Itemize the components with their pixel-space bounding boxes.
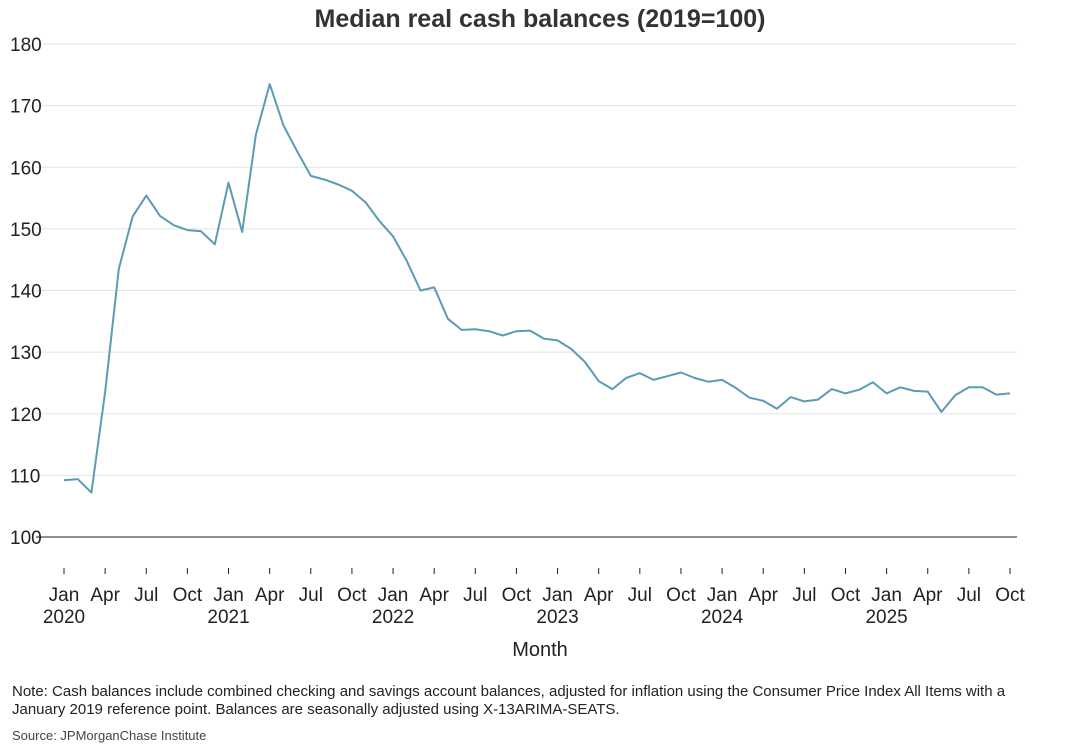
chart-title: Median real cash balances (2019=100) xyxy=(315,5,766,33)
y-tick-label: 100 xyxy=(10,528,42,549)
x-tick-label: Jul xyxy=(628,585,652,606)
x-tick-year: 2024 xyxy=(701,607,744,628)
x-tick-label: Jan xyxy=(871,585,902,606)
x-tick-label: Oct xyxy=(666,585,696,606)
x-axis-label: Month xyxy=(512,639,568,661)
y-tick-label: 130 xyxy=(10,343,42,364)
x-tick-label: Apr xyxy=(748,585,778,606)
y-tick-label: 160 xyxy=(10,158,42,179)
y-tick-label: 150 xyxy=(10,220,42,241)
y-tick-label: 140 xyxy=(10,282,42,303)
line-chart: Median real cash balances (2019=100) 100… xyxy=(10,5,1025,661)
x-tick-label: Oct xyxy=(502,585,532,606)
y-tick-label: 110 xyxy=(10,466,40,487)
x-tick-label: Apr xyxy=(255,585,285,606)
x-tick-label: Jul xyxy=(299,585,323,606)
x-tick-year: 2023 xyxy=(536,607,578,628)
x-tick-label: Apr xyxy=(584,585,614,606)
x-tick-label: Oct xyxy=(337,585,367,606)
x-tick-label: Jul xyxy=(134,585,158,606)
x-tick-label: Jan xyxy=(542,585,573,606)
x-tick-year: 2025 xyxy=(865,607,907,628)
x-tick-label: Apr xyxy=(419,585,449,606)
x-tick-label: Oct xyxy=(831,585,861,606)
x-tick-label: Jul xyxy=(792,585,816,606)
y-tick-label: 170 xyxy=(10,97,42,118)
x-tick-label: Jan xyxy=(49,585,80,606)
x-tick-year: 2021 xyxy=(207,607,249,628)
x-tick-label: Oct xyxy=(995,585,1025,606)
x-tick-label: Oct xyxy=(173,585,203,606)
series-line xyxy=(63,83,1011,494)
x-tick-label: Jul xyxy=(463,585,487,606)
chart-note: Note: Cash balances include combined che… xyxy=(12,683,1006,718)
x-tick-label: Jan xyxy=(378,585,409,606)
y-tick-label: 180 xyxy=(10,35,42,56)
x-tick-label: Apr xyxy=(90,585,120,606)
x-tick-label: Apr xyxy=(913,585,943,606)
x-tick-year: 2022 xyxy=(372,607,414,628)
y-tick-label: 120 xyxy=(10,405,42,426)
x-tick-label: Jul xyxy=(957,585,981,606)
x-tick-label: Jan xyxy=(213,585,244,606)
chart-source: Source: JPMorganChase Institute xyxy=(12,728,207,743)
x-tick-label: Jan xyxy=(707,585,738,606)
x-tick-year: 2020 xyxy=(43,607,85,628)
